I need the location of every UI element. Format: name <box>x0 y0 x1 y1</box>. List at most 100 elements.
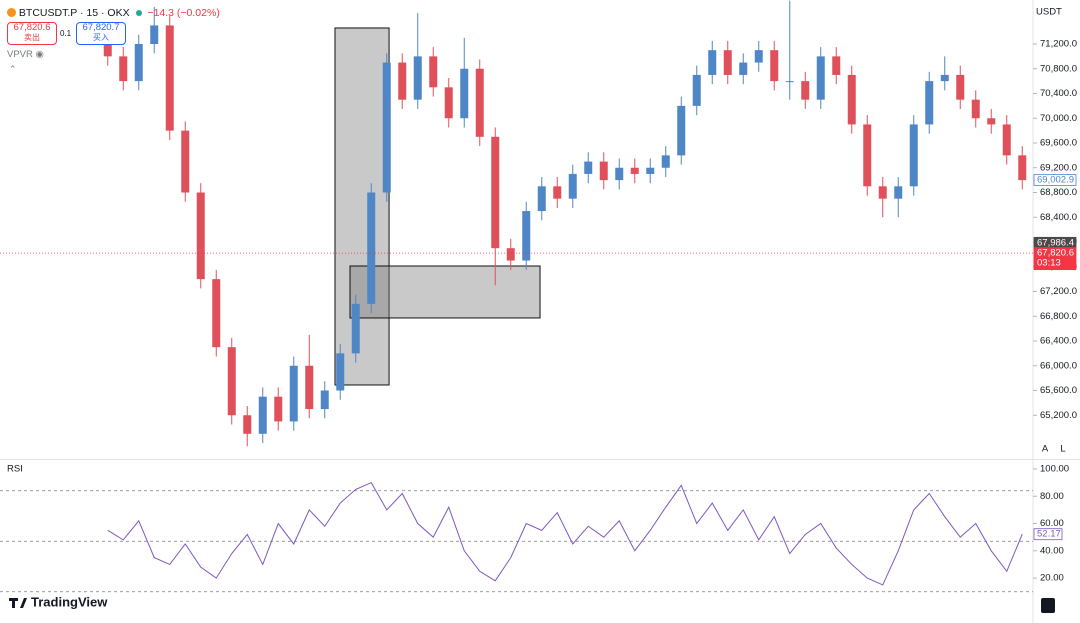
y-tick-label: 100.00 <box>1040 463 1069 474</box>
rsi-title: RSI <box>7 464 23 475</box>
candle-body <box>119 56 128 82</box>
price-label-box <box>1033 247 1077 270</box>
candle-body <box>1018 155 1027 181</box>
y-tick-label: 65,200.0 <box>1040 410 1077 421</box>
sell-button[interactable]: 67,820.6 卖出 <box>7 22 57 45</box>
candle-body <box>925 81 934 125</box>
candle-body <box>770 50 779 82</box>
candle-body <box>165 25 174 131</box>
y-tick-label: 20.00 <box>1040 573 1064 584</box>
candle-body <box>274 396 283 422</box>
candle-body <box>568 173 577 199</box>
candle-body <box>336 353 345 391</box>
scale-button[interactable]: L <box>1060 444 1065 455</box>
coin-icon <box>7 8 16 17</box>
y-tick-label: 70,800.0 <box>1040 63 1077 74</box>
status-dot <box>135 10 142 16</box>
y-tick-label: 69,600.0 <box>1040 138 1077 149</box>
candle-body <box>971 99 980 119</box>
candle-body <box>708 50 717 75</box>
candle-body <box>677 105 686 156</box>
candle-body <box>181 130 190 193</box>
candle-body <box>320 390 329 410</box>
last-value-box <box>1033 528 1063 541</box>
candle-body <box>894 186 903 199</box>
candle-body <box>537 186 546 212</box>
rsi-pane <box>0 481 1033 593</box>
candle-body <box>987 118 996 125</box>
candle-body <box>522 211 531 261</box>
candle-body <box>212 279 221 348</box>
candle-body <box>863 124 872 187</box>
candle-body <box>103 37 112 57</box>
y-tick-label: 67,200.0 <box>1040 286 1077 297</box>
buy-label: 买入 <box>93 33 109 42</box>
candle-body <box>723 50 732 75</box>
buy-price: 67,820.7 <box>82 22 120 33</box>
candle-body <box>243 415 252 434</box>
sell-label: 卖出 <box>24 33 40 42</box>
y-tick-label: 66,800.0 <box>1040 311 1077 322</box>
axes: 65,200.0 65,600.0 66,000.0 66,400.0 66,800.0… <box>1033 39 1077 584</box>
scale-button[interactable]: A <box>1042 444 1049 455</box>
candle-body <box>351 303 360 354</box>
indicator-name: VPVR <box>7 49 33 60</box>
candle-body <box>599 161 608 181</box>
candle-body <box>429 56 438 88</box>
spread: 0.1 <box>60 29 72 38</box>
countdown: 03:13 <box>1037 258 1061 269</box>
currency: USDT <box>1036 7 1062 18</box>
y-tick-label: 68,400.0 <box>1040 212 1077 223</box>
candle-body <box>739 62 748 75</box>
candle-body <box>1002 124 1011 156</box>
price-label: 69,002.9 <box>1037 174 1074 185</box>
candle-body <box>413 56 422 100</box>
sell-price: 67,820.6 <box>13 22 51 33</box>
symbol-header: BTCUSDT.P · 15 · OKX −14.3 (−0.02%) <box>7 7 220 19</box>
buy-button[interactable]: 67,820.7 买入 <box>76 22 126 45</box>
candle-body <box>475 68 484 137</box>
candle-body <box>258 396 267 434</box>
candle-body <box>367 192 376 304</box>
logo: TradingView <box>9 594 108 609</box>
y-tick-label: 66,000.0 <box>1040 360 1077 371</box>
scroll-button[interactable] <box>1041 598 1055 613</box>
candle-body <box>754 50 763 63</box>
candle-body <box>506 248 515 261</box>
price-label: 67,820.6 <box>1037 248 1074 259</box>
candle-body <box>444 87 453 119</box>
rsi-line <box>107 481 1023 586</box>
candle-body <box>460 68 469 119</box>
candle-body <box>832 56 841 75</box>
price-pane <box>0 0 1033 447</box>
last-value-label: 52.17 <box>1037 529 1061 540</box>
y-tick-label: 66,400.0 <box>1040 336 1077 347</box>
y-tick-label: 60.00 <box>1040 518 1064 529</box>
y-tick-label: 68,800.0 <box>1040 187 1077 198</box>
collapse[interactable]: ⌃ <box>9 64 17 74</box>
price-label: 67,986.4 <box>1037 237 1074 248</box>
candle-body <box>956 74 965 100</box>
candle-body <box>615 167 624 181</box>
drawing-box <box>349 265 541 319</box>
brand: TradingView <box>31 594 108 609</box>
candle-body <box>305 365 314 410</box>
candle-body <box>491 136 500 249</box>
candle-body <box>940 74 949 82</box>
candle-body <box>909 124 918 187</box>
candle-body <box>630 167 639 174</box>
y-tick-label: 69,200.0 <box>1040 162 1077 173</box>
indicator[interactable]: VPVR ◉ <box>7 49 44 60</box>
candle-body <box>847 74 856 125</box>
y-tick-label: 80.00 <box>1040 491 1064 502</box>
symbol[interactable]: BTCUSDT.P · 15 · OKX <box>18 7 130 19</box>
y-tick-label: 40.00 <box>1040 545 1064 556</box>
candle-body <box>382 62 391 193</box>
candle-body <box>150 25 159 44</box>
candle-body <box>289 365 298 422</box>
candle-body <box>801 81 810 100</box>
candle-body <box>661 155 670 168</box>
price-label-box <box>1033 174 1077 186</box>
